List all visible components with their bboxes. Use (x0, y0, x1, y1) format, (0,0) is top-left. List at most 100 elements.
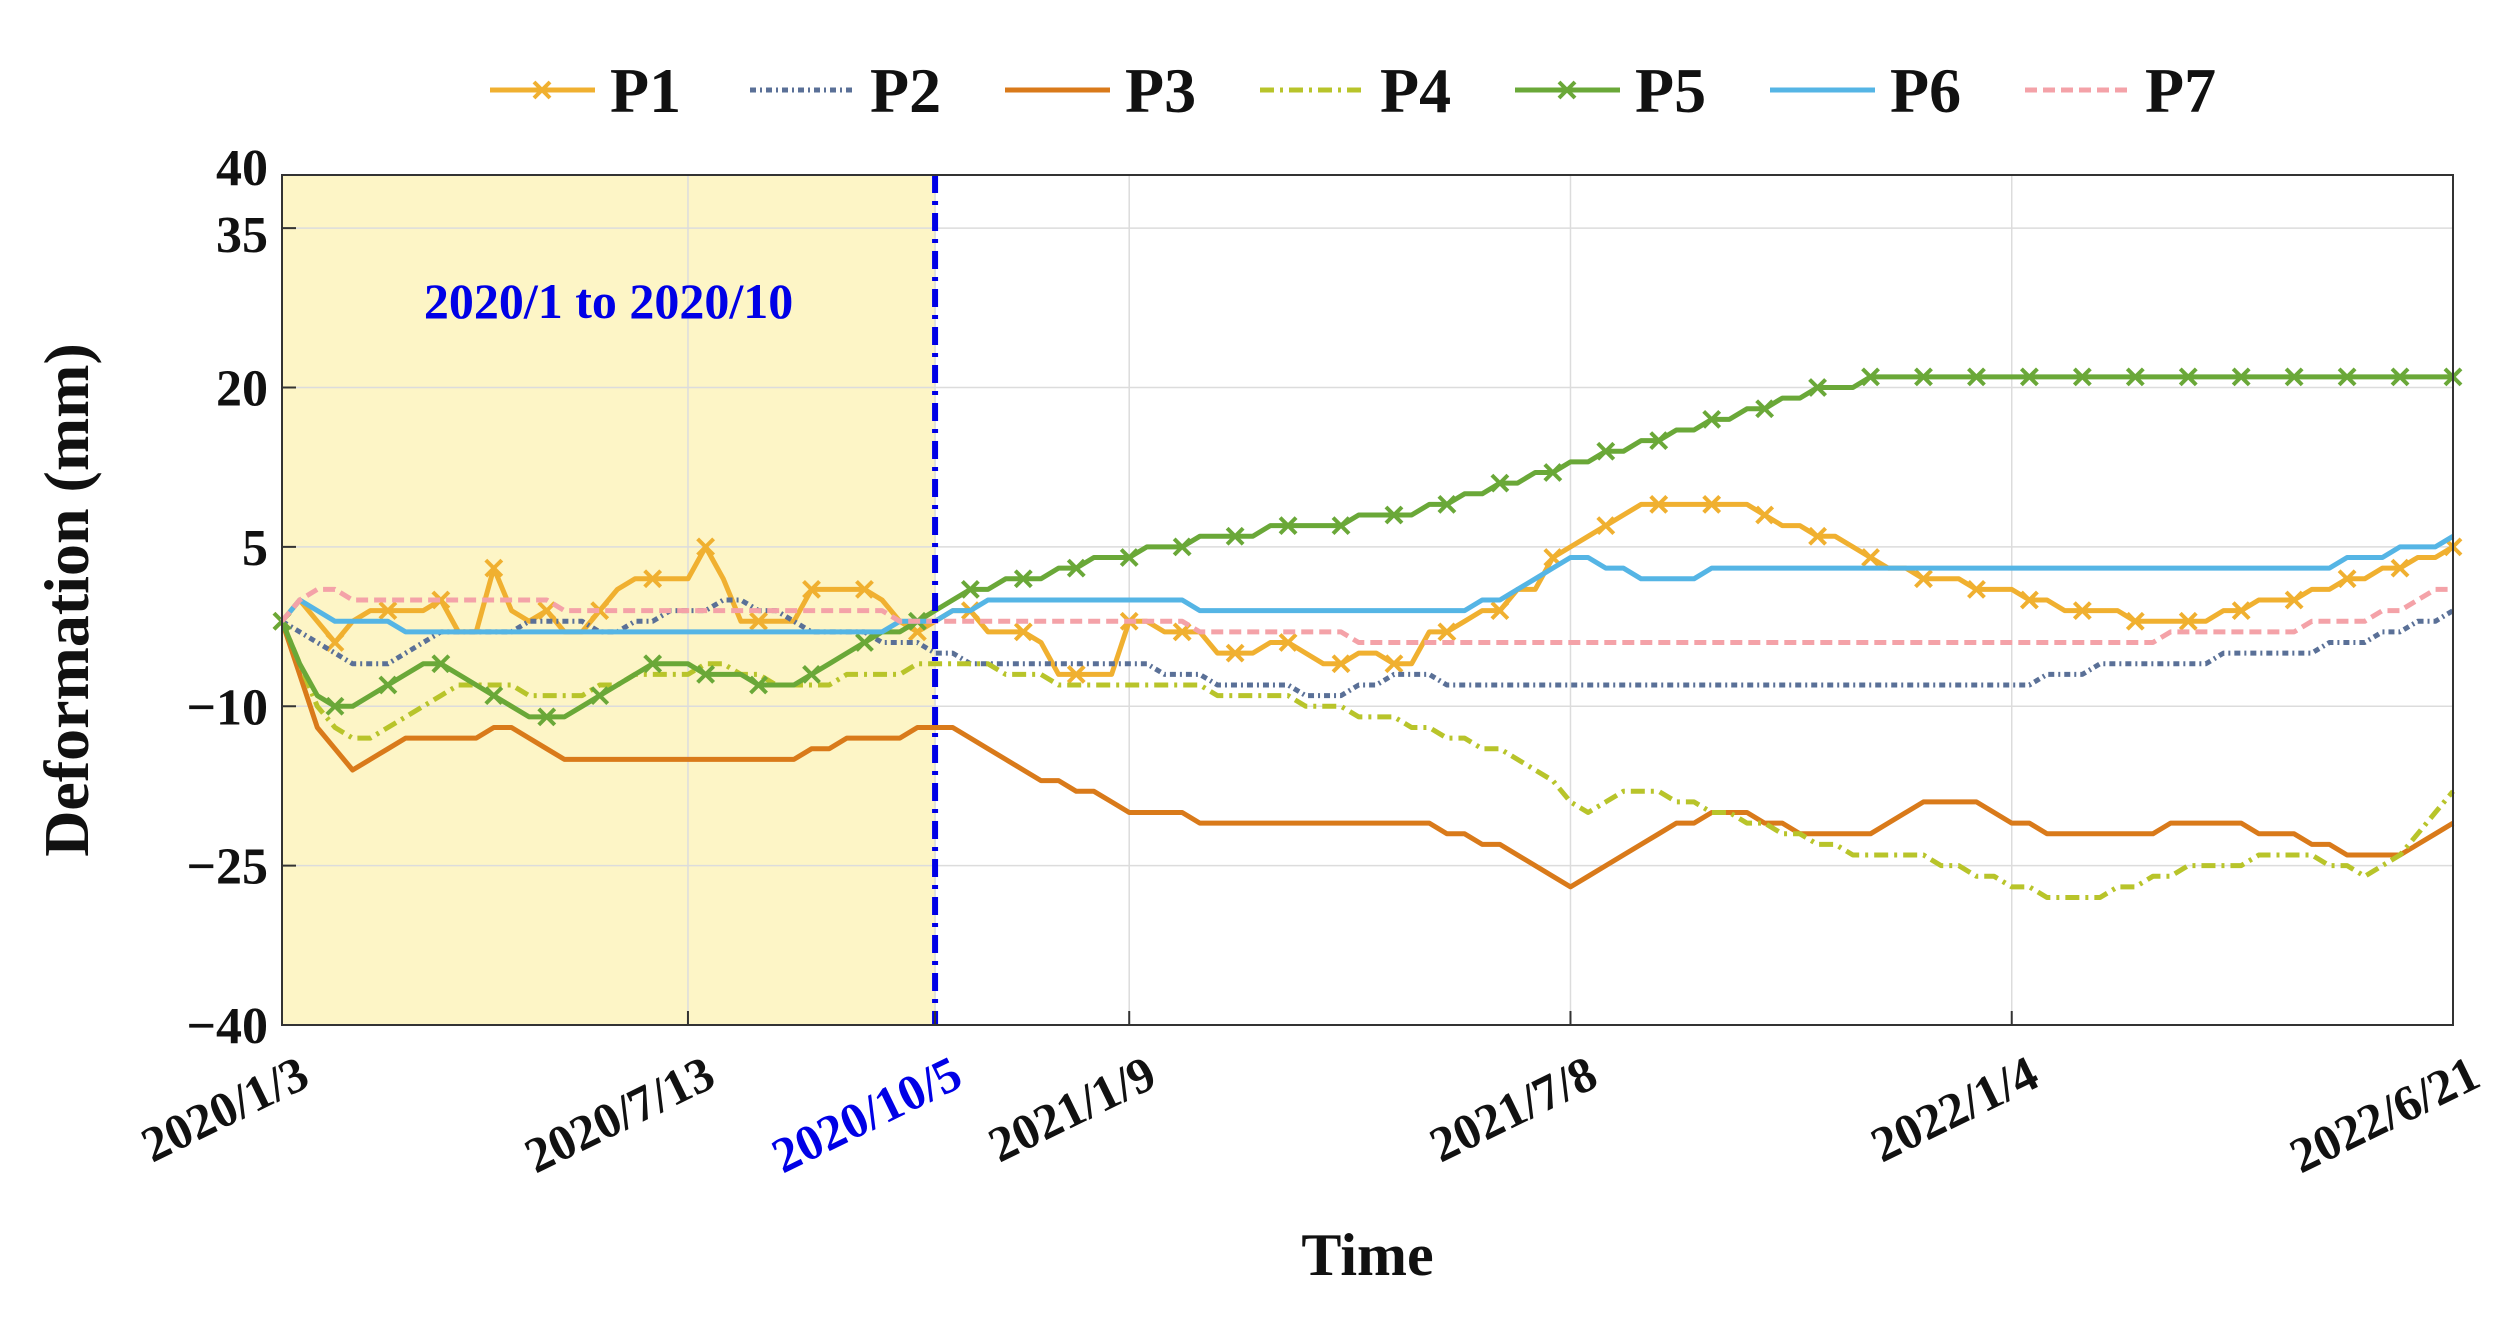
marker-stroke (1331, 654, 1351, 674)
legend-label: P5 (1635, 55, 1706, 126)
marker-p5 (2390, 367, 2410, 387)
legend-item-p1: P1 (490, 55, 681, 126)
marker-p1 (1013, 622, 1033, 642)
marker-stroke (1119, 548, 1139, 567)
marker-p1 (2178, 611, 2198, 631)
legend-label: P1 (610, 55, 681, 126)
marker-stroke (1967, 579, 1986, 599)
marker-p5 (2019, 367, 2039, 387)
marker-p1 (1914, 569, 1933, 589)
marker-stroke (749, 611, 768, 631)
marker-stroke (2178, 367, 2198, 387)
marker-p1 (1596, 516, 1616, 536)
marker-stroke (1861, 367, 1880, 387)
legend-item-p4: P4 (1260, 55, 1451, 126)
marker-p5 (643, 654, 663, 674)
marker-stroke (1596, 441, 1616, 461)
series-line-p1 (280, 501, 2455, 677)
marker-p5 (1967, 367, 1986, 387)
marker-stroke (1755, 399, 1775, 419)
marker-p1 (643, 569, 663, 589)
marker-p1 (378, 601, 398, 621)
marker-stroke (2019, 590, 2039, 610)
marker-p1 (2072, 601, 2092, 621)
marker-stroke (537, 601, 557, 621)
marker-p5 (537, 707, 557, 727)
marker-p5 (484, 686, 504, 706)
marker-p5 (325, 696, 345, 716)
marker-stroke (1437, 622, 1457, 642)
marker-stroke (325, 633, 345, 652)
legend-label: P4 (1380, 55, 1451, 126)
marker-p1 (1967, 579, 1986, 599)
marker-stroke (960, 579, 980, 599)
marker-p1 (2125, 611, 2145, 631)
marker-stroke (1013, 622, 1033, 642)
marker-p1 (2019, 590, 2039, 610)
marker-stroke (1543, 463, 1563, 482)
plot-frame (281, 174, 2454, 1026)
marker-stroke (1278, 633, 1298, 652)
marker-p5 (1013, 569, 1033, 589)
marker-p5 (1172, 537, 1192, 557)
marker-stroke (1967, 367, 1986, 387)
marker-stroke (1808, 378, 1827, 397)
marker-stroke (1278, 516, 1298, 536)
marker-p5 (1437, 494, 1457, 514)
marker-p1 (484, 558, 504, 578)
marker-p5 (431, 654, 451, 674)
legend-label: P3 (1125, 55, 1196, 126)
y-axis-title: Deformation (mm) (31, 343, 102, 857)
marker-stroke (2284, 367, 2304, 387)
y-tick-label: −10 (186, 679, 268, 736)
marker-p1 (1490, 601, 1510, 621)
marker-stroke (1490, 601, 1510, 621)
legend-item-p3: P3 (1005, 55, 1196, 126)
marker-p5 (1649, 431, 1669, 451)
marker-stroke (1437, 494, 1457, 514)
marker-p5 (960, 579, 980, 599)
marker-p5 (1225, 526, 1245, 546)
series-line-p4 (279, 620, 2455, 900)
marker-p1 (1331, 654, 1351, 674)
legend-item-p5: P5 (1515, 55, 1706, 126)
marker-p1 (431, 590, 451, 610)
marker-p5 (2284, 367, 2304, 387)
marker-p1 (2390, 558, 2410, 578)
marker-stroke (2231, 367, 2251, 387)
overlay-layer: 2020/1 to 2020/10 (424, 175, 939, 1025)
marker-p5 (2125, 367, 2145, 387)
marker-p1 (1649, 494, 1669, 514)
marker-stroke (1649, 431, 1669, 451)
marker-stroke (2125, 611, 2145, 631)
y-tick-label: −40 (186, 998, 268, 1055)
marker-stroke (484, 558, 504, 578)
marker-p5 (802, 664, 821, 684)
marker-p5 (1702, 409, 1722, 429)
marker-stroke (1384, 654, 1404, 674)
marker-stroke (378, 601, 398, 621)
marker-stroke (1649, 494, 1669, 514)
marker-p5 (1066, 558, 1086, 578)
marker-p1 (1225, 643, 1245, 663)
legend-item-p6: P6 (1770, 55, 1961, 126)
y-tick-label: 40 (216, 140, 268, 197)
marker-stroke (2072, 367, 2092, 387)
marker-p5 (696, 664, 716, 684)
marker-p5 (855, 633, 874, 652)
marker-p1 (1384, 654, 1404, 674)
marker-stroke (431, 590, 451, 610)
marker-p1 (1066, 664, 1086, 684)
marker-p5 (2337, 367, 2357, 387)
marker-stroke (1702, 409, 1722, 429)
marker-stroke (1013, 569, 1033, 589)
marker-stroke (2019, 367, 2039, 387)
marker-stroke (855, 633, 874, 652)
marker-stroke (378, 675, 398, 695)
marker-stroke (1543, 548, 1563, 567)
y-tick-label: 5 (242, 520, 268, 577)
marker-p5 (1914, 367, 1933, 387)
marker-stroke (537, 707, 557, 727)
marker-p5 (1808, 378, 1827, 397)
